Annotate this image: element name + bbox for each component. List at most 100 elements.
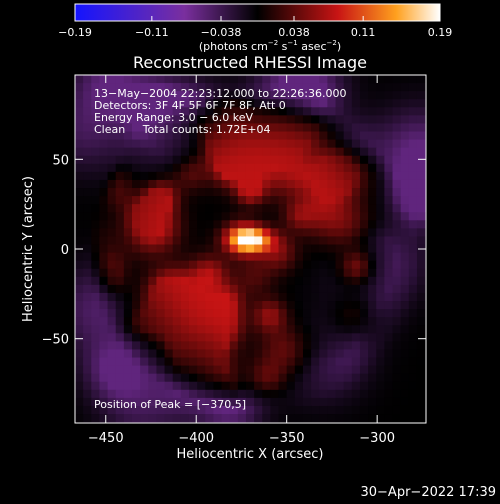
heatmap-cell — [335, 373, 345, 383]
heatmap-cell — [229, 325, 239, 334]
heatmap-cell — [408, 357, 418, 367]
heatmap-cell — [278, 75, 288, 84]
heatmap-cell — [327, 123, 337, 133]
heatmap-cell — [408, 373, 418, 383]
heatmap-cell — [286, 107, 296, 116]
heatmap-cell — [245, 365, 255, 375]
heatmap-cell — [376, 139, 385, 149]
heatmap-cell — [343, 381, 353, 391]
heatmap-cell — [294, 99, 304, 108]
heatmap-cell — [254, 131, 263, 141]
heatmap-cell — [115, 349, 125, 359]
heatmap-cell — [368, 179, 377, 189]
heatmap-cell — [205, 236, 215, 246]
heatmap-cell — [270, 220, 280, 229]
heatmap-cell — [327, 244, 337, 254]
heatmap-cell — [213, 252, 223, 262]
heatmap-cell — [392, 123, 402, 133]
heatmap-cell — [286, 381, 296, 391]
heatmap-cell — [384, 236, 394, 246]
heatmap-cell — [294, 123, 304, 133]
heatmap-cell — [335, 397, 345, 407]
heatmap-cell — [197, 83, 206, 92]
heatmap-cell — [83, 139, 92, 149]
heatmap-cell — [327, 179, 337, 189]
heatmap-cell — [311, 196, 320, 205]
heatmap-cell — [376, 204, 385, 213]
heatmap-cell — [319, 171, 328, 181]
heatmap-cell — [75, 83, 84, 92]
heatmap-cell — [416, 301, 426, 310]
heatmap-cell — [164, 260, 174, 270]
heatmap-cell — [376, 357, 385, 367]
heatmap-cell — [164, 381, 174, 391]
heatmap-cell — [392, 349, 402, 359]
heatmap-cell — [254, 228, 263, 238]
heatmap-cell — [75, 179, 84, 189]
heatmap-cell — [286, 397, 296, 407]
heatmap-cell — [221, 414, 231, 423]
heatmap-cell — [115, 147, 125, 157]
heatmap-cell — [343, 317, 353, 326]
heatmap-cell — [327, 301, 337, 310]
heatmap-cell — [99, 212, 109, 221]
heatmap-cell — [123, 252, 133, 262]
heatmap-cell — [286, 349, 296, 359]
heatmap-cell — [408, 99, 418, 108]
heatmap-cell — [384, 389, 394, 399]
heatmap-cell — [148, 309, 158, 318]
heatmap-cell — [107, 268, 117, 278]
heatmap-cell — [262, 83, 271, 92]
heatmap-cell — [229, 91, 239, 100]
heatmap-cell — [229, 212, 239, 221]
heatmap-cell — [384, 91, 394, 100]
heatmap-cell — [376, 292, 385, 302]
heatmap-cell — [164, 236, 174, 246]
heatmap-cell — [75, 123, 84, 133]
heatmap-cell — [205, 373, 215, 383]
heatmap-cell — [343, 341, 353, 351]
heatmap-cell — [180, 357, 190, 367]
heatmap-cell — [311, 276, 320, 286]
x-tick-label: −350 — [269, 431, 305, 446]
heatmap-cell — [376, 228, 385, 238]
heatmap-cell — [335, 405, 345, 415]
heatmap-cell — [392, 309, 402, 318]
heatmap-cell — [400, 414, 410, 423]
heatmap-cell — [115, 115, 125, 125]
heatmap-cell — [131, 357, 141, 367]
heatmap-cell — [83, 414, 92, 423]
heatmap-cell — [172, 179, 182, 189]
heatmap-cell — [221, 228, 231, 238]
heatmap-cell — [91, 163, 101, 173]
heatmap-cell — [343, 268, 353, 278]
heatmap-cell — [75, 414, 84, 423]
heatmap-cell — [294, 244, 304, 254]
heatmap-cell — [270, 260, 280, 270]
heatmap-cell — [335, 341, 345, 351]
heatmap-cell — [368, 99, 377, 108]
heatmap-cell — [262, 147, 271, 157]
heatmap-cell — [83, 357, 92, 367]
heatmap-cell — [311, 357, 320, 367]
colorbar — [74, 3, 441, 22]
heatmap-cell — [99, 131, 109, 141]
heatmap-cell — [400, 99, 410, 108]
heatmap-cell — [188, 228, 198, 238]
heatmap-cell — [392, 228, 402, 238]
heatmap-cell — [131, 276, 141, 286]
heatmap-cell — [188, 179, 198, 189]
heatmap-cell — [302, 171, 312, 181]
heatmap-cell — [278, 292, 288, 302]
heatmap-cell — [221, 405, 231, 415]
heatmap-cell — [408, 220, 418, 229]
heatmap-cell — [376, 91, 385, 100]
colorbar-tick-label: −0.11 — [135, 26, 169, 39]
heatmap-cell — [115, 268, 125, 278]
heatmap-cell — [302, 196, 312, 205]
heatmap-cell — [115, 228, 125, 238]
heatmap-cell — [294, 236, 304, 246]
heatmap-cell — [408, 91, 418, 100]
heatmap-cell — [115, 341, 125, 351]
heatmap-cell — [368, 196, 377, 205]
